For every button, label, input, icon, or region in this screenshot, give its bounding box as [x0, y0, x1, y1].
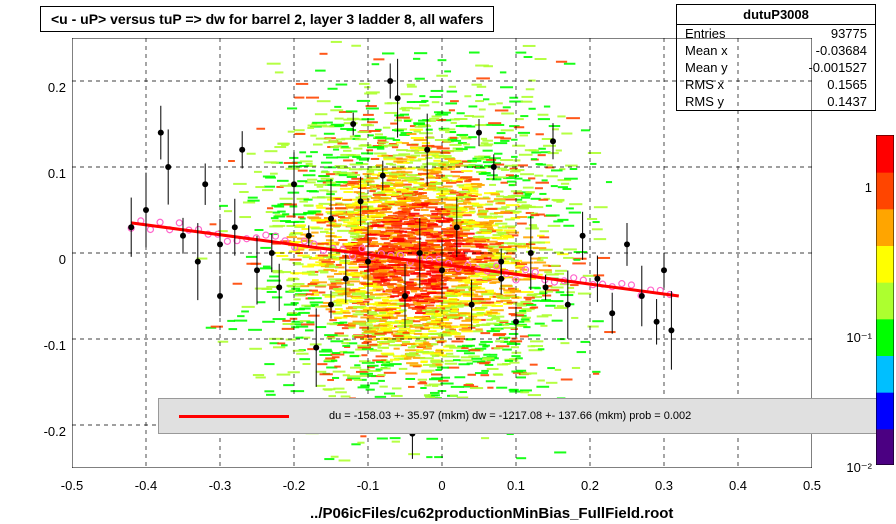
legend-text: du = -158.03 +- 35.97 (mkm) dw = -1217.0… — [329, 410, 691, 422]
x-tick: -0.3 — [209, 478, 231, 493]
x-tick: -0.2 — [283, 478, 305, 493]
stats-entries-value: 93775 — [831, 26, 867, 41]
stats-name: dutuP3008 — [677, 5, 875, 25]
x-tick: -0.1 — [357, 478, 379, 493]
x-tick: -0.4 — [135, 478, 157, 493]
footer-filename: ../P06icFiles/cu62productionMinBias_Full… — [310, 505, 673, 522]
y-tick: 0.1 — [36, 166, 66, 181]
colorbar-tick: 10⁻² — [846, 460, 872, 476]
y-tick: 0.2 — [36, 80, 66, 95]
chart-title: <u - uP> versus tuP => dw for barrel 2, … — [40, 6, 494, 32]
y-axis: 0.2 0.1 0 -0.1 -0.2 — [40, 38, 70, 468]
colorbar — [876, 135, 894, 465]
x-tick: 0 — [438, 478, 445, 493]
stats-rmsx-value: 0.1565 — [827, 77, 867, 92]
y-tick: -0.2 — [36, 424, 66, 439]
colorbar-tick: 10⁻¹ — [846, 330, 872, 346]
stats-rmsy-value: 0.1437 — [827, 94, 867, 109]
y-tick: -0.1 — [36, 338, 66, 353]
x-tick: 0.1 — [507, 478, 525, 493]
stats-meanx-value: -0.03684 — [816, 43, 867, 58]
fit-legend: du = -158.03 +- 35.97 (mkm) dw = -1217.0… — [158, 398, 878, 434]
y-tick: 0 — [36, 252, 66, 267]
x-tick: 0.2 — [581, 478, 599, 493]
chart-container: <u - uP> versus tuP => dw for barrel 2, … — [0, 0, 896, 524]
x-tick: 0.5 — [803, 478, 821, 493]
x-tick: -0.5 — [61, 478, 83, 493]
x-axis: -0.5 -0.4 -0.3 -0.2 -0.1 0 0.1 0.2 0.3 0… — [72, 474, 812, 494]
stats-meany-value: -0.001527 — [808, 60, 867, 75]
x-tick: 0.3 — [655, 478, 673, 493]
x-tick: 0.4 — [729, 478, 747, 493]
legend-line-sample — [179, 415, 289, 418]
colorbar-tick: 1 — [865, 180, 872, 195]
plot-area: du = -158.03 +- 35.97 (mkm) dw = -1217.0… — [72, 38, 812, 468]
